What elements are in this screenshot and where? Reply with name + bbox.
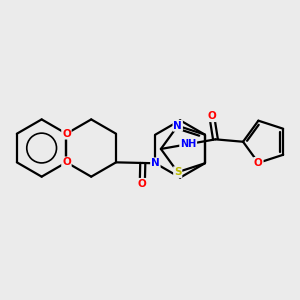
Text: O: O: [138, 179, 147, 189]
Text: O: O: [62, 157, 71, 167]
Text: O: O: [207, 111, 216, 121]
Text: N: N: [173, 121, 182, 131]
Text: NH: NH: [180, 139, 196, 149]
Text: S: S: [174, 167, 182, 177]
Text: O: O: [254, 158, 263, 168]
Text: N: N: [151, 158, 160, 168]
Text: O: O: [62, 129, 71, 139]
